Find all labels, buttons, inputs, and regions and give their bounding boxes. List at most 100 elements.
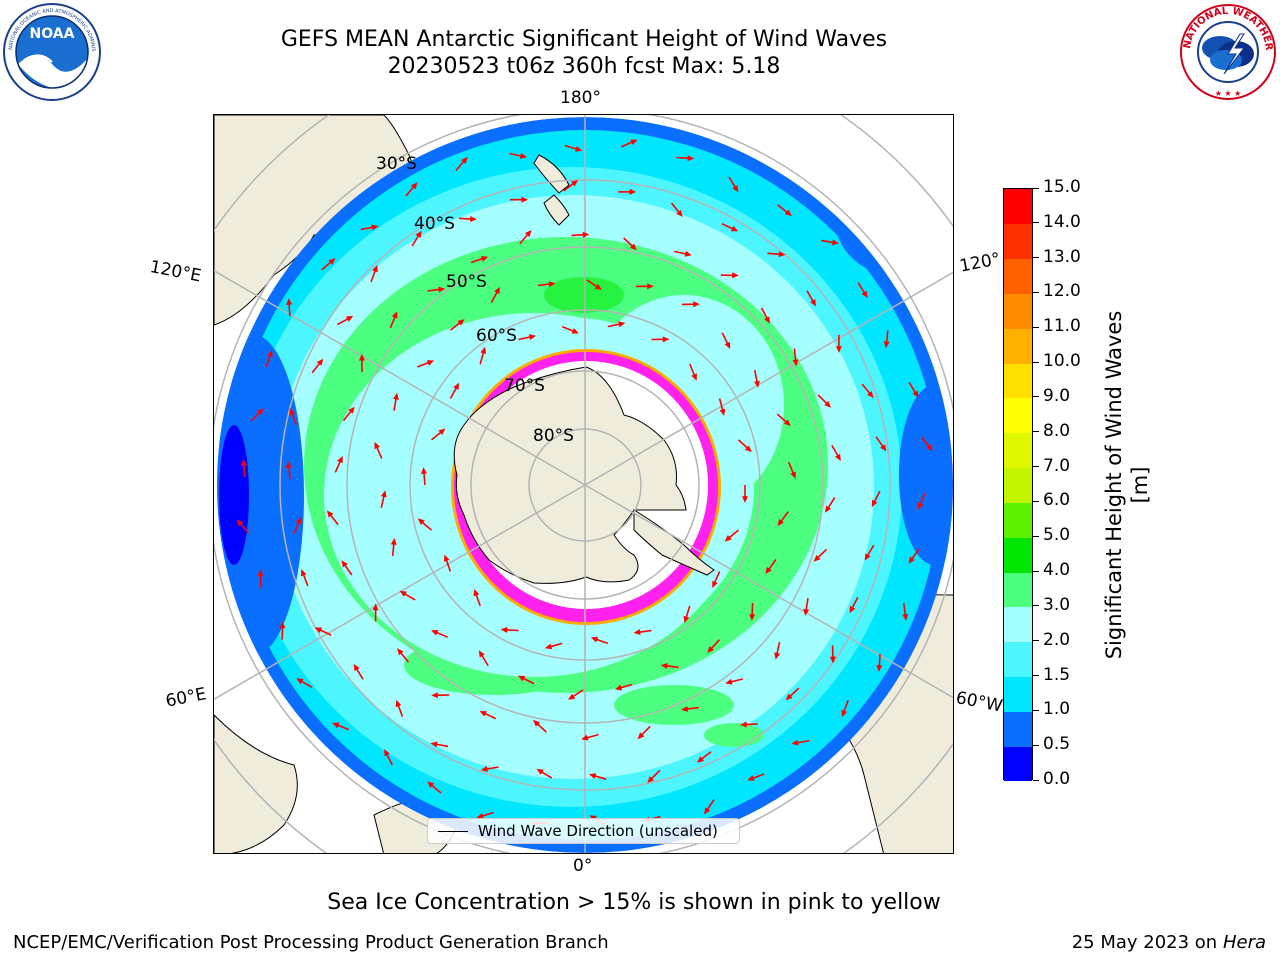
wave-arrow-head: [397, 648, 404, 656]
lon-label-0: 0°: [573, 856, 593, 876]
wave-arrow-head: [384, 749, 390, 757]
wave-arrow-head: [296, 678, 304, 685]
colorbar-tick-label: 11.0: [1043, 316, 1081, 337]
wave-arrow-head: [353, 663, 360, 672]
colorbar-segment: [1004, 676, 1032, 712]
wave-arrow-head: [683, 615, 690, 624]
wave-arrow-head: [742, 496, 748, 503]
wave-arrow-head: [236, 519, 244, 527]
wave-arrow-head: [457, 319, 465, 326]
wave-arrow-head: [393, 392, 399, 400]
colorbar-tick-label: 2.0: [1043, 629, 1071, 650]
wave-arrow-head: [410, 182, 418, 190]
wave-arrow-head: [687, 155, 695, 162]
legend-line-swatch: [438, 831, 468, 832]
wave-arrow-head: [426, 360, 435, 366]
colorbar-segment: [1004, 432, 1032, 469]
wave-arrow-head: [479, 711, 487, 717]
wave-arrow-head: [588, 773, 597, 779]
wave-arrow-head: [707, 646, 714, 653]
colorbar-tick: [1033, 361, 1039, 363]
lon-label-60e: 60°E: [164, 684, 208, 712]
colorbar-tick: [1033, 570, 1039, 572]
wave-arrow-head: [630, 139, 638, 145]
colorbar-segment: [1004, 711, 1032, 747]
colorbar-tick-label: 8.0: [1043, 420, 1071, 441]
wave-arrow-head: [582, 231, 590, 238]
footer-date: 25 May 2023 on Hera: [1072, 932, 1266, 953]
colorbar-tick: [1033, 291, 1039, 293]
wave-arrow-head: [500, 626, 508, 633]
colorbar-tick-label: 3.0: [1043, 594, 1071, 615]
colorbar-tick-label: 15.0: [1043, 177, 1081, 197]
wave-arrow-head: [912, 390, 919, 398]
wave-arrow-head: [427, 781, 435, 788]
colorbar: [1003, 188, 1033, 782]
wave-arrow-head: [614, 684, 623, 691]
wave-arrow-head: [332, 722, 340, 729]
wave-arrow-head: [732, 185, 739, 193]
wave-arrow-head: [747, 775, 755, 781]
graticule: [214, 115, 953, 853]
colorbar-tick: [1033, 222, 1039, 224]
colorbar-title: Significant Height of Wind Waves [m]: [1102, 310, 1152, 660]
wave-arrow-head: [478, 650, 485, 658]
wave-arrow-head: [764, 316, 770, 324]
wave-arrow-head: [825, 505, 832, 513]
wave-arrow-head: [660, 663, 668, 669]
wave-arrow-head: [829, 656, 836, 664]
colorbar-tick-label: 0.0: [1043, 769, 1071, 789]
wave-arrow-head: [289, 408, 295, 416]
colorbar-segment: [1004, 189, 1032, 225]
wave-arrow-head: [279, 621, 286, 629]
wave-arrow-head: [568, 693, 576, 700]
wave-arrow-head: [438, 428, 446, 436]
wave-arrow-head: [345, 315, 354, 322]
wave-arrow-head: [813, 555, 821, 562]
wave-arrow-head: [835, 453, 841, 461]
footer-credit: NCEP/EMC/Verification Post Processing Pr…: [13, 932, 609, 953]
wave-arrow-head: [662, 336, 670, 343]
wave-arrow-head: [480, 346, 487, 354]
wave-arrow-head: [371, 224, 379, 231]
wave-arrow-head: [533, 719, 540, 727]
colorbar-tick-label: 0.5: [1043, 734, 1071, 755]
wave-arrow-head: [285, 461, 292, 469]
colorbar-tick-label: 10.0: [1043, 351, 1081, 372]
lon-label-120e: 120°E: [148, 257, 203, 287]
colorbar-segment: [1004, 363, 1032, 399]
wave-arrow-head: [880, 444, 887, 452]
wave-arrow-head: [917, 502, 924, 510]
sea-ice-caption: Sea Ice Concentration > 15% is shown in …: [327, 890, 941, 915]
wave-arrow-head: [296, 516, 302, 525]
new-zealand-landmass: [533, 154, 570, 226]
svg-text:★ ★ ★: ★ ★ ★: [1215, 89, 1242, 98]
lon-label-180: 180°: [560, 88, 601, 108]
wave-arrow-head: [849, 605, 856, 614]
wave-arrow-head: [871, 499, 878, 508]
colorbar-tick: [1033, 605, 1039, 607]
wave-arrow-head: [480, 766, 488, 772]
wave-arrow-head: [732, 272, 739, 279]
wave-arrow-head: [618, 321, 626, 328]
wave-arrow-head: [684, 250, 692, 257]
wave-arrow-head: [693, 301, 700, 308]
wave-arrow-head: [778, 251, 786, 258]
wave-arrow-head: [431, 630, 439, 636]
colorbar-tick: [1033, 431, 1039, 433]
wave-arrow-head: [358, 353, 365, 361]
wave-arrow-head: [908, 556, 915, 564]
lat-label-70s: 70°S: [504, 376, 545, 396]
colorbar-tick: [1033, 709, 1039, 711]
colorbar-tick-label: 12.0: [1043, 281, 1081, 302]
wave-arrow-head: [712, 580, 718, 588]
wave-arrow-head: [633, 629, 641, 635]
noaa-logo: NOAA NATIONAL OCEANIC AND ATMOSPHERIC AD…: [0, 0, 102, 102]
wave-arrow-head: [590, 636, 599, 643]
colorbar-tick-label: 1.0: [1043, 699, 1071, 720]
wave-arrow-head: [637, 732, 645, 740]
colorbar-tick: [1033, 466, 1039, 468]
wave-arrow-head: [774, 652, 781, 660]
wave-arrow-head: [399, 590, 407, 597]
wave-arrow-head: [337, 455, 343, 464]
